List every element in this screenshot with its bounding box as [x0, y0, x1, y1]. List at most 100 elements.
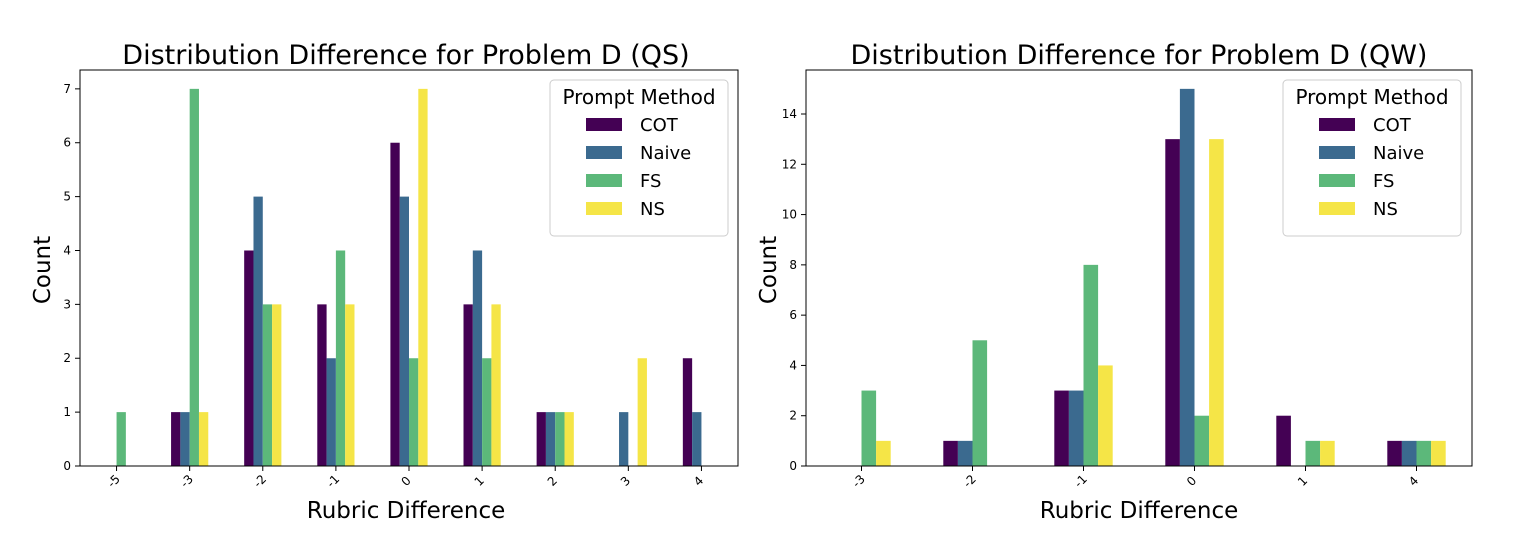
- x-tick-label: -3: [178, 472, 196, 490]
- legend-swatch-cot: [1319, 118, 1355, 131]
- bar-ns-4: [1431, 440, 1446, 466]
- y-tick-label: 10: [782, 208, 797, 222]
- chart-title: Distribution Difference for Problem D (Q…: [851, 40, 1428, 71]
- legend-swatch-cot: [586, 118, 622, 131]
- bar-naive--1: [326, 358, 336, 466]
- y-tick-label: 6: [63, 136, 71, 150]
- legend-label-cot: COT: [640, 115, 679, 136]
- x-tick-label: 1: [1295, 474, 1310, 489]
- x-tick-label: 1: [472, 474, 487, 489]
- y-tick-label: 5: [63, 190, 71, 204]
- legend-swatch-naive: [586, 146, 622, 159]
- legend-label-naive: Naive: [1373, 143, 1424, 164]
- bar-naive-4: [1401, 440, 1417, 466]
- bar-ns-0: [418, 88, 428, 467]
- bar-ns-1: [491, 304, 501, 466]
- x-tick-label: -5: [105, 472, 123, 490]
- legend-label-fs: FS: [1373, 171, 1394, 192]
- bar-naive-0: [1179, 88, 1195, 467]
- bar-cot-0: [1165, 139, 1180, 466]
- y-tick-label: 0: [63, 459, 71, 473]
- bar-cot--1: [1054, 390, 1069, 466]
- x-tick-label: 4: [691, 474, 706, 489]
- bar-fs--2: [262, 304, 273, 466]
- bar-ns-3: [637, 358, 647, 466]
- plot-frame: [805, 69, 1473, 467]
- bar-cot--3: [171, 412, 181, 466]
- y-tick-label: 2: [789, 409, 797, 423]
- bar-fs--1: [1083, 264, 1099, 466]
- legend: Prompt Method COT Naive FS NS: [549, 79, 729, 237]
- y-tick-label: 0: [789, 459, 797, 473]
- x-axis-label: Rubric Difference: [1040, 498, 1239, 524]
- bar-ns--1: [1098, 365, 1113, 466]
- bar-fs--3: [189, 88, 199, 467]
- bar-naive--1: [1068, 390, 1084, 466]
- legend-label-ns: NS: [640, 199, 665, 220]
- x-axis-label: Rubric Difference: [307, 498, 506, 524]
- legend-swatch-naive: [1319, 146, 1355, 159]
- y-tick-label: 6: [789, 308, 797, 322]
- legend-label-ns: NS: [1373, 199, 1398, 220]
- y-tick-label: 12: [782, 157, 797, 171]
- bar-ns-2: [564, 412, 574, 466]
- legend-title: Prompt Method: [562, 85, 715, 109]
- bar-naive--2: [957, 440, 973, 466]
- bar-cot-1: [1276, 415, 1291, 466]
- legend-label-fs: FS: [640, 171, 661, 192]
- legend-title: Prompt Method: [1295, 85, 1448, 109]
- bar-fs-2: [555, 412, 565, 466]
- y-tick-label: 2: [63, 351, 71, 365]
- chart-qw: Distribution Difference for Problem D (Q…: [756, 40, 1473, 524]
- x-tick-label: 2: [545, 474, 560, 489]
- x-tick-label: 4: [1406, 474, 1421, 489]
- bar-ns--3: [198, 412, 209, 466]
- y-tick-label: 3: [63, 297, 71, 311]
- legend-swatch-fs: [586, 174, 622, 187]
- chart-qs: Distribution Difference for Problem D (Q…: [30, 40, 739, 524]
- x-tick-label: 3: [618, 474, 633, 489]
- bar-fs--5: [116, 412, 126, 466]
- x-tick-label: -2: [960, 472, 978, 490]
- y-tick-label: 4: [63, 243, 71, 257]
- legend-swatch-fs: [1319, 174, 1355, 187]
- x-tick-label: -1: [1071, 472, 1089, 490]
- bar-naive-4: [692, 412, 702, 466]
- bar-naive--2: [253, 196, 263, 467]
- bar-ns--3: [876, 440, 891, 466]
- y-tick-label: 14: [782, 107, 797, 121]
- x-tick-label: 0: [399, 474, 414, 489]
- y-tick-label: 4: [789, 358, 797, 372]
- bar-fs--1: [335, 250, 346, 466]
- bar-cot-1: [463, 304, 473, 466]
- y-axis-label: Count: [30, 236, 56, 304]
- bar-naive-3: [619, 412, 629, 466]
- bar-naive-0: [399, 196, 409, 467]
- bar-fs--3: [861, 390, 877, 466]
- bar-fs-1: [482, 358, 492, 466]
- bar-fs-4: [1416, 440, 1432, 466]
- bar-ns-0: [1209, 139, 1224, 466]
- chart-title: Distribution Difference for Problem D (Q…: [122, 40, 689, 71]
- legend-swatch-ns: [1319, 202, 1355, 215]
- x-tick-label: -3: [849, 472, 867, 490]
- y-tick-label: 8: [789, 258, 797, 272]
- y-axis-label: Count: [756, 236, 782, 304]
- legend-label-naive: Naive: [640, 143, 691, 164]
- x-tick-label: -1: [324, 472, 342, 490]
- legend: Prompt Method COT Naive FS NS: [1282, 79, 1462, 237]
- bar-naive-2: [545, 412, 556, 466]
- y-tick-label: 7: [63, 82, 71, 96]
- bar-fs-1: [1305, 440, 1321, 466]
- bar-cot-4: [682, 358, 693, 466]
- bar-cot--1: [317, 304, 327, 466]
- bar-ns--1: [345, 304, 355, 466]
- bar-ns-1: [1320, 440, 1335, 466]
- bar-cot-0: [390, 142, 400, 467]
- y-tick-label: 1: [63, 405, 71, 419]
- bar-fs--2: [972, 340, 988, 466]
- legend-swatch-ns: [586, 202, 622, 215]
- legend-label-cot: COT: [1373, 115, 1412, 136]
- x-tick-label: -2: [251, 472, 269, 490]
- bar-cot--2: [943, 440, 958, 466]
